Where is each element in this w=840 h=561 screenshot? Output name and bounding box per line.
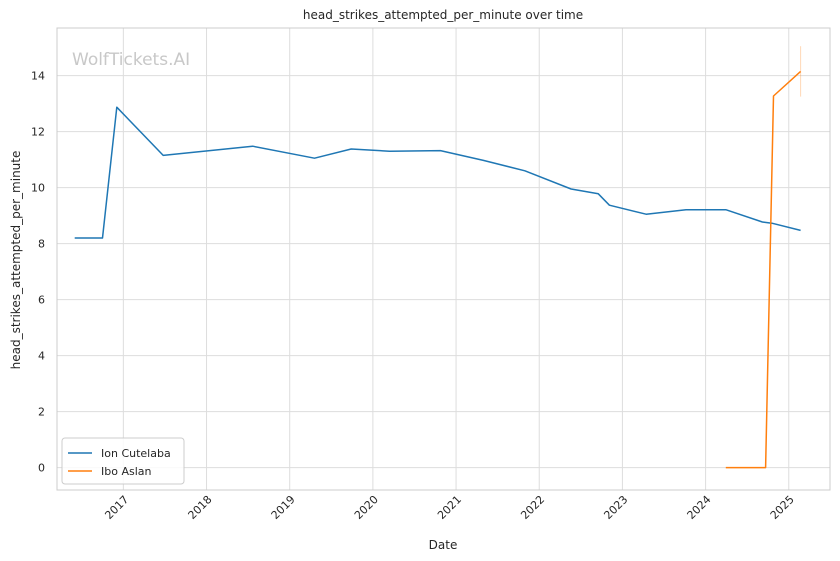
x-tick-label-2019: 2019 (269, 493, 298, 522)
y-tick-label-2: 2 (38, 406, 45, 419)
x-tick-label-2020: 2020 (352, 493, 381, 522)
grid (57, 28, 830, 490)
chart-title: head_strikes_attempted_per_minute over t… (303, 8, 583, 22)
y-tick-label-8: 8 (38, 238, 45, 251)
x-tick-label-2018: 2018 (186, 493, 215, 522)
series-line-ibo-aslan (725, 70, 802, 469)
y-tick-label-12: 12 (31, 126, 45, 139)
x-tick-label-2022: 2022 (518, 493, 547, 522)
plot-area-frame (56, 27, 831, 491)
legend: Ion Cutelaba Ibo Aslan (61, 437, 185, 485)
watermark-text: WolfTickets.AI (72, 50, 190, 70)
y-tick-label-0: 0 (38, 462, 45, 475)
y-tick-label-4: 4 (38, 350, 45, 363)
legend-box (61, 437, 185, 485)
x-tick-label-2025: 2025 (768, 493, 797, 522)
legend-label-ibo-aslan: Ibo Aslan (101, 465, 152, 478)
y-axis-ticks: 0 2 4 6 8 10 12 14 (31, 70, 45, 475)
x-tick-label-2024: 2024 (685, 493, 714, 522)
x-tick-label-2021: 2021 (435, 493, 464, 522)
y-axis-label: head_strikes_attempted_per_minute (9, 151, 23, 370)
y-tick-label-10: 10 (31, 182, 45, 195)
y-tick-label-14: 14 (31, 70, 45, 83)
x-axis-label: Date (429, 538, 458, 552)
y-tick-label-6: 6 (38, 294, 45, 307)
x-tick-label-2023: 2023 (601, 493, 630, 522)
series-line-ion-cutelaba (74, 106, 801, 239)
x-tick-label-2017: 2017 (102, 493, 131, 522)
x-axis-ticks: 2017 2018 2019 2020 2021 2022 2023 2024 2025 (102, 493, 796, 522)
series-layer (74, 46, 802, 469)
legend-label-ion-cutelaba: Ion Cutelaba (101, 447, 171, 460)
